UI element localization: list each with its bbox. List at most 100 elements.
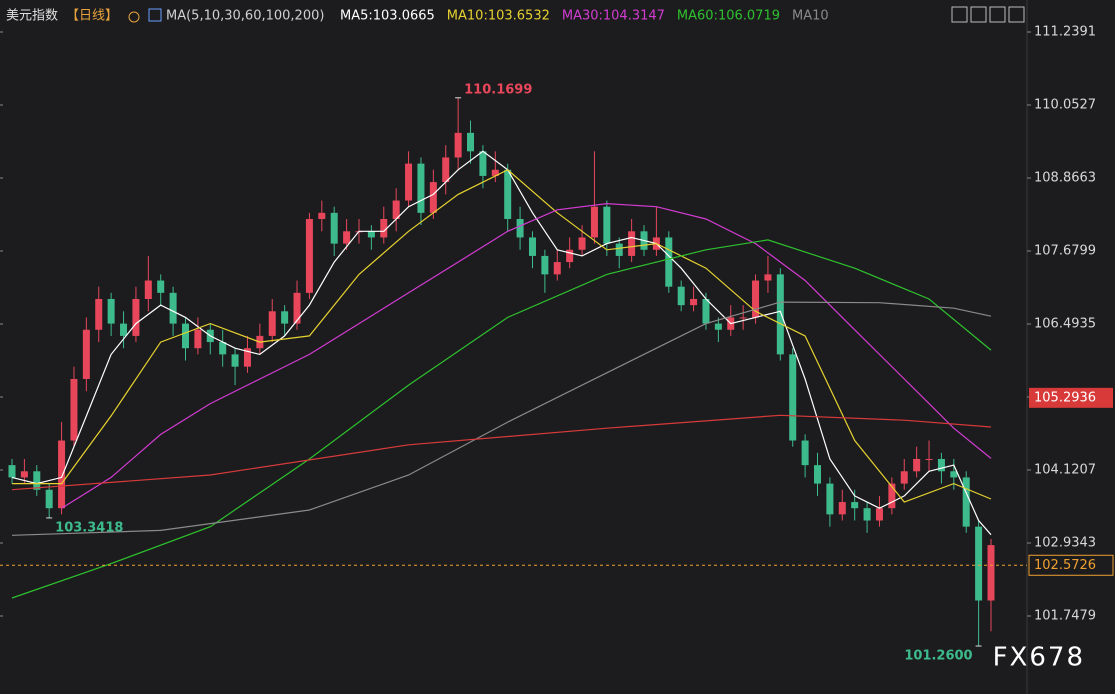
- candle-body: [764, 274, 772, 281]
- candle-body: [975, 526, 983, 601]
- candle-body: [8, 465, 16, 478]
- candle-body: [392, 200, 400, 219]
- candle-body: [120, 323, 128, 336]
- y-tick-label: 110.0527: [1034, 97, 1096, 112]
- candle-body: [913, 458, 921, 472]
- y-tick-label: 111.2391: [1034, 24, 1096, 39]
- chart-title: 美元指数: [6, 9, 58, 24]
- candle-body: [293, 292, 301, 324]
- candle-body: [875, 508, 883, 521]
- tool-button[interactable]: [1008, 6, 1025, 23]
- candle-body: [937, 458, 945, 472]
- ma-line: [11, 239, 992, 599]
- candle-body: [702, 298, 710, 324]
- candle-body: [33, 471, 41, 490]
- period: 【日线】: [66, 9, 118, 24]
- candle-body: [950, 471, 958, 478]
- candle-body: [45, 489, 53, 509]
- candle-body: [801, 440, 809, 466]
- y-tick-label: 108.8663: [1034, 170, 1096, 185]
- current-price-label: 102.5726: [1034, 558, 1096, 573]
- candle-body: [219, 342, 227, 355]
- candle-body: [58, 440, 66, 509]
- candle-body: [157, 280, 165, 293]
- candle-body: [504, 169, 512, 219]
- ma-line: [11, 414, 992, 491]
- candle-body: [20, 471, 28, 478]
- ma-label: MA(5,10,30,60,100,200): [166, 9, 324, 24]
- candle-body: [231, 354, 239, 367]
- y-tick-label: 107.6799: [1034, 244, 1096, 259]
- candle-body: [454, 132, 462, 158]
- candle-body: [330, 212, 338, 244]
- candle-body: [714, 323, 722, 330]
- candle-body: [194, 329, 202, 349]
- add-icon[interactable]: [128, 11, 140, 23]
- candle-body: [70, 378, 78, 441]
- tool-button[interactable]: [989, 6, 1006, 23]
- ma200-price-box: [1029, 387, 1113, 408]
- candle-body: [789, 354, 797, 441]
- candle-body: [739, 317, 747, 319]
- candle-body: [380, 218, 388, 238]
- candle-body: [144, 280, 152, 299]
- candle-body: [677, 286, 685, 306]
- candle-body: [429, 182, 437, 213]
- candle-body: [900, 471, 908, 484]
- toolbar: [951, 6, 1025, 23]
- legend-entry: MA10:103.6532: [447, 9, 550, 24]
- annotation: 110.1699: [464, 82, 532, 97]
- candle-body: [826, 483, 834, 515]
- candle-body: [962, 477, 970, 527]
- candle-body: [838, 502, 846, 515]
- y-tick-label: 101.7479: [1034, 609, 1096, 624]
- ma-line: [11, 301, 992, 536]
- candle-body: [566, 249, 574, 263]
- candle-body: [467, 132, 475, 152]
- y-tick-label: 102.9343: [1034, 536, 1096, 551]
- candle-body: [343, 231, 351, 244]
- ma-icon[interactable]: [148, 8, 162, 22]
- candle-body: [541, 255, 549, 275]
- candle-body: [863, 508, 871, 521]
- candle-body: [553, 262, 561, 275]
- ma200-price-label: 105.2936: [1034, 390, 1096, 405]
- candle-body: [281, 311, 289, 324]
- candle-body: [491, 169, 499, 176]
- candle-body: [528, 237, 536, 256]
- candle-body: [516, 218, 524, 238]
- annotation: 101.2600: [904, 649, 972, 664]
- candle-body: [367, 231, 375, 238]
- candle-body: [628, 231, 636, 256]
- candle-body: [442, 157, 450, 183]
- candle-body: [318, 212, 326, 219]
- candle-body: [888, 483, 896, 509]
- legend-entry: MA5:103.0665: [340, 9, 435, 24]
- candle-body: [132, 298, 140, 336]
- candle-body: [814, 465, 822, 484]
- candle-body: [181, 323, 189, 349]
- legend-entry: MA10: [792, 9, 829, 24]
- candle-body: [578, 237, 586, 250]
- tool-button[interactable]: [970, 6, 987, 23]
- candle-body: [268, 311, 276, 336]
- candle-body: [479, 151, 487, 176]
- candle-body: [82, 329, 90, 379]
- ma-line: [12, 169, 992, 503]
- candle-body: [603, 206, 611, 244]
- current-price-box: [1028, 554, 1114, 576]
- ma-line: [61, 202, 992, 509]
- tool-button[interactable]: [951, 6, 968, 23]
- y-tick-label: 104.1207: [1034, 463, 1096, 478]
- y-tick-label: 106.4935: [1034, 317, 1096, 332]
- candle-body: [405, 163, 413, 201]
- candle-body: [776, 274, 784, 355]
- candle-body: [665, 237, 673, 287]
- candle-body: [107, 298, 115, 324]
- candle-body: [925, 458, 933, 460]
- candle-body: [987, 545, 995, 601]
- candle-body: [305, 218, 313, 293]
- candle-body: [752, 280, 760, 318]
